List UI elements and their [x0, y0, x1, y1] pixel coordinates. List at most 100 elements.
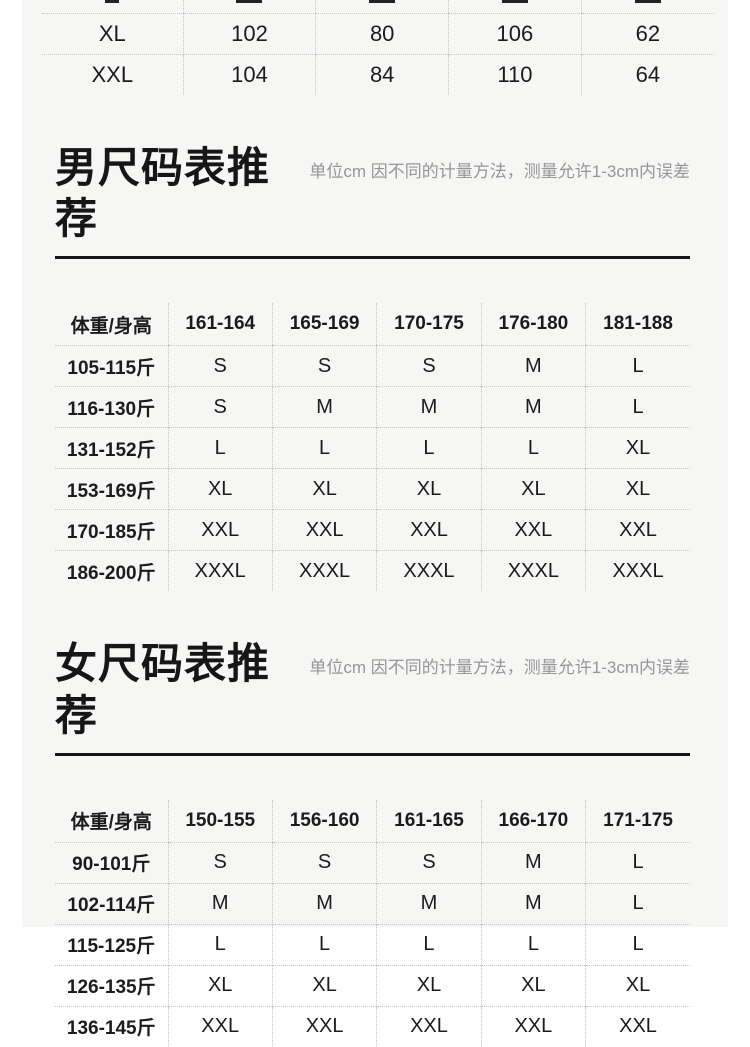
value-cell: XXL — [480, 509, 586, 551]
row-label-cell: 116-130斤 — [55, 386, 169, 428]
women-size-table-body: 90-101斤 S S S M L 102-114斤 M M M M L 115-125斤 L L L L L 12… — [55, 842, 690, 1047]
value-cell: XL — [376, 468, 482, 510]
garment-measurement-table-wrap: XL 102 80 106 62 XXL 104 84 110 64 — [22, 0, 728, 95]
table-row: 131-152斤 L L L L XL — [55, 427, 690, 469]
value-cell: XXXL — [376, 550, 482, 592]
product-detail-panel: XL 102 80 106 62 XXL 104 84 110 64 男尺码表推荐 单位cm 因不… — [22, 0, 728, 1047]
text-remnant-cell — [182, 0, 316, 14]
value-cell: XL — [585, 964, 690, 1007]
table-row: XL 102 80 106 62 — [42, 13, 714, 55]
value-cell: XXXL — [271, 550, 377, 592]
value-cell: M — [480, 386, 586, 428]
column-header: 165-169 — [271, 303, 377, 347]
value-cell: L — [167, 427, 273, 469]
value-cell: L — [585, 386, 690, 428]
value-cell: L — [585, 345, 690, 387]
value-cell: 84 — [315, 54, 449, 95]
column-header: 181-188 — [585, 303, 690, 347]
text-remnant — [236, 0, 263, 3]
value-cell: L — [585, 923, 690, 966]
value-cell: M — [376, 386, 482, 428]
value-cell: XXXL — [585, 550, 690, 592]
value-cell: XXXL — [167, 550, 273, 592]
table-row: 136-145斤 XXL XXL XXL XXL XXL — [55, 1005, 690, 1047]
value-cell: 80 — [315, 13, 449, 55]
row-label-cell: XL — [98, 21, 126, 46]
value-cell: S — [376, 345, 482, 387]
value-cell: L — [271, 427, 377, 469]
column-header: 156-160 — [271, 799, 377, 843]
clipped-row — [42, 0, 714, 14]
women-section-note: 单位cm 因不同的计量方法，测量允许1-3cm内误差 — [309, 658, 690, 678]
table-row: 115-125斤 L L L L L — [55, 923, 690, 966]
value-cell: XL — [167, 468, 273, 510]
value-cell: L — [376, 923, 482, 966]
value-cell: XXL — [271, 509, 377, 551]
value-cell: M — [480, 882, 586, 925]
value-cell: S — [167, 345, 273, 387]
row-label-cell: 186-200斤 — [55, 550, 169, 592]
garment-measurement-table: XL 102 80 106 62 XXL 104 84 110 64 — [42, 0, 714, 95]
table-row: 105-115斤 S S S M L — [55, 345, 690, 387]
text-remnant — [369, 0, 396, 3]
value-cell: XXL — [167, 509, 273, 551]
value-cell: M — [271, 386, 377, 428]
value-cell: XL — [585, 427, 690, 469]
value-cell: L — [167, 923, 273, 966]
women-size-table-wrap: 体重/身高 150-155 156-160 161-165 166-170 171-175… — [55, 799, 690, 1047]
value-cell: M — [167, 882, 273, 925]
men-size-section-header: 男尺码表推荐 单位cm 因不同的计量方法，测量允许1-3cm内误差 — [55, 142, 690, 260]
column-header: 161-165 — [376, 799, 482, 843]
men-size-table-body: 105-115斤 S S S M L 116-130斤 S M M M L 131-152斤 L L L L XL… — [55, 345, 690, 592]
value-cell: S — [271, 345, 377, 387]
column-header: 166-170 — [480, 799, 586, 843]
value-cell: XXL — [271, 1005, 377, 1047]
table-row: 126-135斤 XL XL XL XL XL — [55, 964, 690, 1007]
value-cell: L — [585, 842, 690, 884]
header-row: 体重/身高 161-164 165-169 170-175 176-180 181-188 — [55, 303, 690, 347]
column-header: 150-155 — [167, 799, 273, 843]
row-label-cell: 105-115斤 — [67, 357, 156, 379]
table-row: XXL 104 84 110 64 — [42, 54, 714, 95]
men-size-table: 体重/身高 161-164 165-169 170-175 176-180 181-188… — [55, 303, 690, 592]
row-label-cell: 90-101斤 — [72, 854, 151, 876]
value-cell: M — [376, 882, 482, 925]
row-label-cell: 102-114斤 — [55, 882, 169, 925]
column-header: 176-180 — [480, 303, 586, 347]
value-cell: S — [167, 842, 273, 884]
value-cell: XL — [271, 964, 377, 1007]
table-row: 102-114斤 M M M M L — [55, 882, 690, 925]
value-cell: L — [271, 923, 377, 966]
value-cell: XL — [167, 964, 273, 1007]
row-label-cell: 131-152斤 — [55, 427, 169, 469]
value-cell: M — [271, 882, 377, 925]
text-remnant-cell — [580, 0, 714, 14]
value-cell: XXL — [585, 1005, 690, 1047]
table-row: 170-185斤 XXL XXL XXL XXL XXL — [55, 509, 690, 551]
row-label-cell: XXL — [42, 54, 184, 95]
table-row: 153-169斤 XL XL XL XL XL — [55, 468, 690, 510]
value-cell: 64 — [580, 54, 714, 95]
value-cell: XL — [585, 468, 690, 510]
value-cell: 104 — [182, 54, 316, 95]
column-header: 体重/身高 — [55, 799, 169, 843]
value-cell: XXXL — [480, 550, 586, 592]
value-cell: 102 — [182, 13, 316, 55]
value-cell: S — [376, 842, 482, 884]
text-remnant — [105, 0, 120, 3]
row-label-cell: 126-135斤 — [55, 964, 169, 1007]
column-header: 170-175 — [376, 303, 482, 347]
value-cell: S — [271, 842, 377, 884]
men-size-table-wrap: 体重/身高 161-164 165-169 170-175 176-180 181-188… — [55, 303, 690, 592]
value-cell: L — [480, 427, 586, 469]
row-label-cell: 170-185斤 — [55, 509, 169, 551]
header-row: 体重/身高 150-155 156-160 161-165 166-170 171-175 — [55, 799, 690, 843]
value-cell: L — [585, 882, 690, 925]
row-label-cell: 115-125斤 — [55, 923, 169, 966]
table-row: 90-101斤 S S S M L — [55, 842, 690, 884]
value-cell: S — [167, 386, 273, 428]
men-section-title: 男尺码表推荐 — [55, 144, 271, 243]
women-size-table-head: 体重/身高 150-155 156-160 161-165 166-170 171-175 — [55, 799, 690, 843]
value-cell: XXL — [376, 509, 482, 551]
garment-measurement-rows: XL 102 80 106 62 XXL 104 84 110 64 — [42, 13, 714, 95]
